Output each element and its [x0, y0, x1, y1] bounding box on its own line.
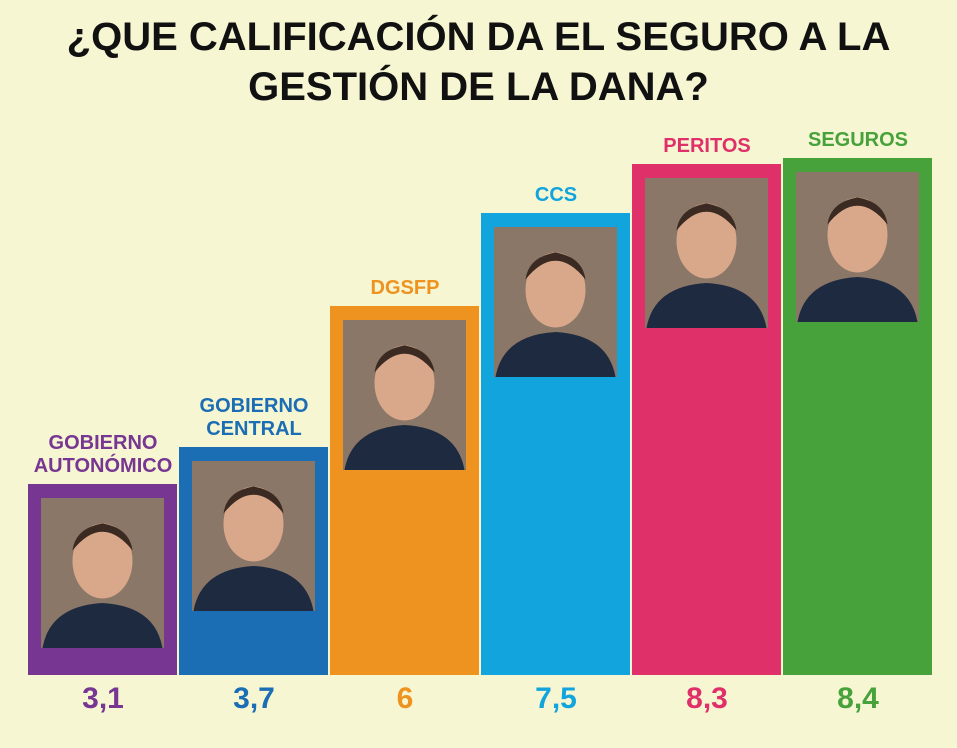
category-label: CCS	[534, 184, 578, 207]
value-label: 6	[396, 682, 414, 715]
bar	[28, 484, 177, 675]
value-label: 8,3	[686, 682, 728, 715]
category-label: DGSFP	[370, 276, 440, 299]
category-label: GOBIERNO CENTRAL	[199, 395, 309, 441]
bar	[481, 213, 630, 675]
portrait-photo	[645, 178, 768, 329]
value-label: 3,7	[233, 682, 275, 715]
bar	[632, 164, 781, 675]
category-label: PERITOS	[663, 135, 751, 158]
chart-title: ¿QUE CALIFICACIÓN DA EL SEGURO A LA GEST…	[66, 15, 891, 109]
bar	[330, 305, 479, 675]
value-label: 8,4	[837, 682, 879, 715]
bar	[783, 158, 932, 675]
portrait-photo	[41, 498, 164, 649]
value-label: 7,5	[535, 682, 577, 715]
portrait-photo	[494, 227, 617, 378]
portrait-photo	[796, 172, 919, 322]
bar	[179, 447, 328, 675]
category-label: SEGUROS	[807, 129, 909, 151]
portrait-photo	[343, 319, 466, 470]
value-label: 3,1	[82, 682, 124, 715]
portrait-photo	[192, 461, 315, 612]
category-label: GOBIERNO AUTONÓMICO	[33, 432, 173, 478]
